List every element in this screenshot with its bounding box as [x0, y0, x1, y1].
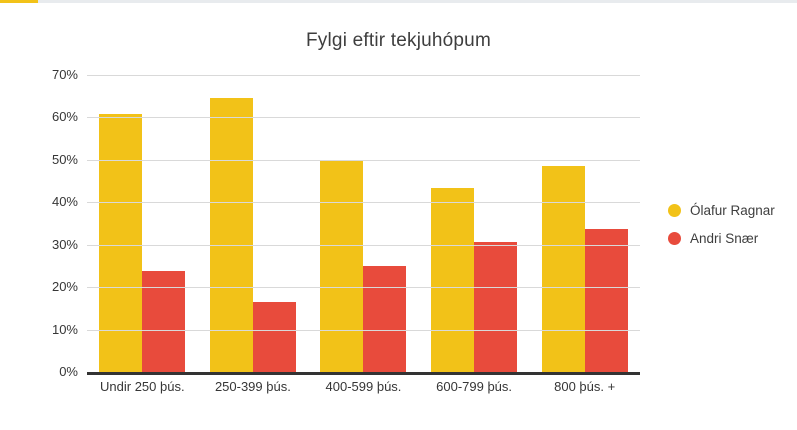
- bar[interactable]: [363, 266, 407, 372]
- y-tick-label: 50%: [51, 151, 78, 167]
- legend: Ólafur Ragnar Andri Snær: [668, 203, 775, 246]
- legend-swatch-icon: [668, 204, 681, 217]
- bar[interactable]: [99, 114, 143, 372]
- legend-item[interactable]: Ólafur Ragnar: [668, 203, 775, 218]
- legend-swatch-icon: [668, 232, 681, 245]
- bar-group: [529, 75, 640, 372]
- y-tick-label: 0%: [59, 364, 78, 379]
- chart-title: Fylgi eftir tekjuhópum: [306, 30, 491, 51]
- bar[interactable]: [252, 301, 296, 372]
- gridline: [87, 202, 640, 204]
- bar[interactable]: [320, 159, 364, 372]
- x-tick-label: 600-799 þús.: [436, 379, 513, 394]
- x-axis: Undir 250 þús. 250-399 þús. 400-599 þús. 60…: [87, 379, 640, 394]
- bar[interactable]: [541, 166, 585, 372]
- y-tick-label: 40%: [51, 194, 78, 210]
- legend-label: Ólafur Ragnar: [690, 203, 775, 218]
- gridline: [87, 75, 640, 76]
- bar-group: [308, 75, 419, 372]
- y-axis: 70% 60% 50% 40% 30% 20% 10% 0%: [0, 67, 78, 379]
- plot-area: [87, 75, 640, 375]
- page-loading-bar-progress: [0, 0, 38, 3]
- y-tick-label: 70%: [51, 67, 78, 82]
- bar-group: [419, 75, 530, 372]
- bar[interactable]: [209, 97, 253, 372]
- y-tick-label: 20%: [51, 279, 78, 295]
- legend-item[interactable]: Andri Snær: [668, 231, 775, 246]
- y-tick-label: 60%: [51, 109, 78, 125]
- bar[interactable]: [474, 241, 518, 372]
- gridline: [87, 159, 640, 161]
- x-tick-label: 800 þús. +: [554, 379, 616, 394]
- legend-label: Andri Snær: [690, 231, 759, 246]
- gridline: [87, 329, 640, 331]
- x-tick-label: 250-399 þús.: [214, 379, 291, 394]
- x-tick-label: Undir 250 þús.: [100, 379, 185, 394]
- bar-group: [198, 75, 309, 372]
- bar[interactable]: [431, 187, 475, 372]
- gridline: [87, 117, 640, 119]
- gridline: [87, 287, 640, 289]
- bar-groups: [87, 75, 640, 372]
- bar[interactable]: [584, 229, 628, 372]
- bar-group: [87, 75, 198, 372]
- x-tick-label: 400-599 þús.: [325, 379, 402, 394]
- y-tick-label: 10%: [51, 321, 78, 337]
- gridline: [87, 244, 640, 246]
- page-loading-bar-track: [0, 0, 797, 3]
- y-tick-label: 30%: [51, 236, 78, 252]
